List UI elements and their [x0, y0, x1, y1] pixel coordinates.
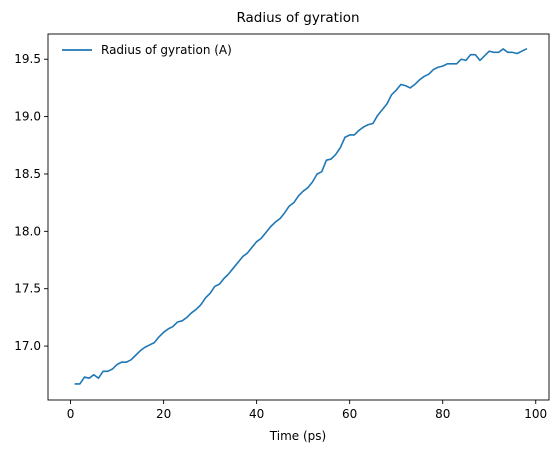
y-tick-label: 19.0: [14, 110, 41, 124]
y-tick-label: 19.5: [14, 52, 41, 66]
legend-label: Radius of gyration (A): [101, 43, 232, 57]
x-axis: 0 20 40 60 80 100: [67, 400, 547, 421]
y-tick-label: 17.5: [14, 282, 41, 296]
x-tick-label: 80: [435, 407, 450, 421]
legend: Radius of gyration (A): [62, 43, 232, 57]
plot-area: 0 20 40 60 80 100 17.0 17.5 18.0 18.5 19.0 19.5: [14, 33, 550, 421]
x-tick-label: 40: [249, 407, 264, 421]
y-tick-label: 18.0: [14, 224, 41, 238]
chart-title: Radius of gyration: [236, 10, 359, 26]
x-axis-label: Time (ps): [269, 429, 326, 443]
y-axis: 17.0 17.5 18.0 18.5 19.0 19.5: [14, 52, 48, 353]
y-tick-label: 18.5: [14, 167, 41, 181]
x-tick-label: 20: [156, 407, 171, 421]
series-line-0: [74, 48, 528, 385]
x-tick-label: 0: [67, 407, 75, 421]
x-tick-label: 60: [342, 407, 357, 421]
y-tick-label: 17.0: [14, 339, 41, 353]
x-tick-label: 100: [524, 407, 547, 421]
plot-frame: [47, 33, 550, 401]
series-layer: [74, 48, 528, 385]
